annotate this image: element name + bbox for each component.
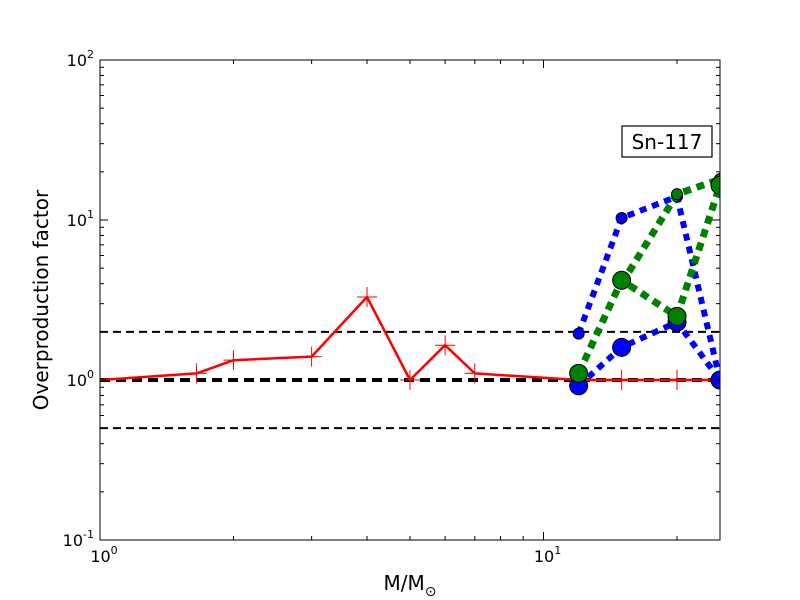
- series-0-point-2: [223, 350, 244, 371]
- y-tick-label: 100: [67, 368, 94, 390]
- annotation-box: Sn-117: [621, 125, 713, 158]
- y-tick-label: 102: [67, 48, 94, 70]
- series-0-point-4: [357, 287, 378, 308]
- series-1-point-0: [572, 327, 585, 340]
- series-0-point-3: [301, 346, 322, 367]
- series-2-point-1: [612, 337, 632, 357]
- y-axis-label: Overproduction factor: [29, 189, 53, 410]
- series-0-point-10: [667, 370, 688, 390]
- series-1-point-1: [615, 211, 628, 224]
- series-0-point-6: [435, 335, 456, 356]
- series-4-point-0: [569, 363, 589, 383]
- x-axis-label: M/M⊙: [384, 571, 437, 600]
- series-0-point-7: [464, 363, 485, 384]
- y-tick-label: 101: [67, 208, 94, 230]
- series-0-point-9: [611, 370, 632, 390]
- annotation-label: Sn-117: [632, 130, 703, 154]
- annotation-frame: [621, 125, 713, 158]
- series-1-line: [575, 193, 720, 381]
- x-tick-label: 100: [90, 544, 117, 566]
- axis-labels: M/M⊙ Overproduction factor: [29, 189, 436, 600]
- series-0-point-1: [186, 363, 207, 384]
- series-4-point-1: [612, 270, 632, 290]
- series-4-point-3: [710, 175, 720, 195]
- plot-area: [100, 173, 720, 430]
- series-2-line: [576, 319, 720, 389]
- series-0-point-5: [400, 370, 420, 390]
- y-tick-label: 10-1: [63, 528, 94, 550]
- series-4-point-2: [667, 306, 687, 326]
- plot-content: [100, 173, 720, 430]
- series-3-point-1: [671, 188, 684, 201]
- x-tick-label: 101: [534, 544, 561, 566]
